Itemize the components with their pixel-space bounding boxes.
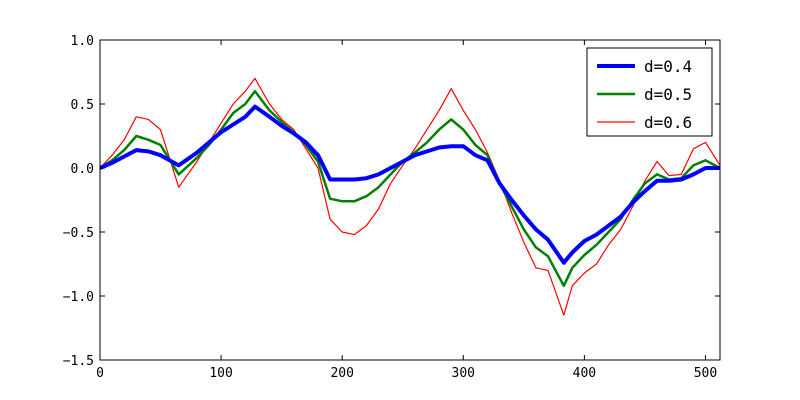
x-tick-label: 500	[694, 366, 717, 381]
ticks-layer: 0 100 200 300 400 500 1.0 0.5 0.0 −0.5 −1.0 −1.5	[63, 34, 720, 381]
y-tick-label: 0.0	[71, 162, 94, 177]
series-line-3	[99, 77, 721, 316]
legend-label: d=0.6	[644, 113, 692, 132]
x-tick-label: 400	[573, 366, 596, 381]
x-tick-label: 100	[209, 366, 232, 381]
y-tick-label: −1.0	[63, 290, 94, 305]
legend-label: d=0.4	[644, 57, 692, 76]
plot-frame	[99, 39, 721, 361]
legend: d=0.4 d=0.5 d=0.6	[586, 47, 713, 137]
legend-label: d=0.5	[644, 85, 692, 104]
legend-box	[586, 47, 713, 137]
y-tick-label: 0.5	[71, 98, 94, 113]
x-tick-label: 200	[330, 366, 353, 381]
y-tick-label: 1.0	[71, 34, 94, 49]
y-tick-label: −0.5	[63, 226, 94, 241]
series-line-1	[99, 104, 720, 265]
x-tick-label: 0	[96, 366, 104, 381]
series-layer	[99, 77, 721, 316]
x-tick-label: 300	[452, 366, 475, 381]
y-tick-label: −1.5	[63, 354, 94, 369]
